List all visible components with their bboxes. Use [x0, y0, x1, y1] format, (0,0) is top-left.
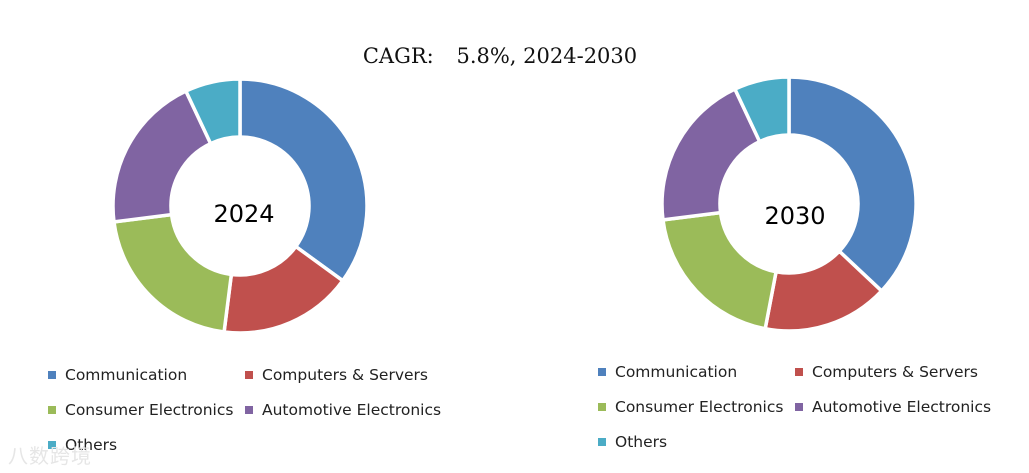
- legend-label: Communication: [65, 366, 188, 384]
- legend-swatch: [598, 438, 606, 446]
- legend-item-2030-automotive-electronics: Automotive Electronics: [795, 398, 991, 416]
- legend-label: Computers & Servers: [262, 366, 428, 384]
- legend-label: Automotive Electronics: [812, 398, 992, 416]
- legend-item-2024-others: Others: [48, 436, 117, 454]
- legend-swatch: [795, 403, 803, 411]
- donut-center-label-2024: 2024: [213, 200, 274, 228]
- legend-label: Consumer Electronics: [65, 401, 234, 419]
- watermark: 八数跨境: [8, 444, 92, 468]
- legend-swatch: [245, 406, 253, 414]
- legend-item-2024-consumer-electronics: Consumer Electronics: [48, 401, 233, 419]
- legend-label: Others: [615, 433, 668, 451]
- slice-2030-communication: [787, 75, 918, 294]
- donut-2024: 2024: [111, 77, 369, 335]
- legend-swatch: [598, 368, 606, 376]
- legend-item-2030-communication: Communication: [598, 363, 737, 381]
- legend-item-2030-consumer-electronics: Consumer Electronics: [598, 398, 783, 416]
- donut-charts: 2024 2030: [111, 75, 918, 335]
- slice-2024-consumer-electronics: [112, 212, 234, 334]
- legend-swatch: [245, 371, 253, 379]
- slice-2024-others: [183, 77, 242, 146]
- legend-label: Automotive Electronics: [262, 401, 442, 419]
- legend-swatch: [795, 368, 803, 376]
- donut-center-label-2030: 2030: [764, 202, 825, 230]
- legend-swatch: [598, 403, 606, 411]
- cagr-label: CAGR:: [362, 44, 434, 68]
- legend-item-2024-automotive-electronics: Automotive Electronics: [245, 401, 441, 419]
- slice-2024-communication: [238, 77, 369, 284]
- legend-item-2030-others: Others: [598, 433, 667, 451]
- legend-label: Consumer Electronics: [615, 398, 784, 416]
- legend-label: Communication: [615, 363, 738, 381]
- legend-swatch: [48, 371, 56, 379]
- cagr-title: CAGR: 5.8%, 2024-2030: [0, 44, 1000, 68]
- legend-item-2024-computers-and-servers: Computers & Servers: [245, 366, 428, 384]
- legend-item-2030-computers-and-servers: Computers & Servers: [795, 363, 978, 381]
- legend-item-2024-communication: Communication: [48, 366, 187, 384]
- cagr-value: 5.8%, 2024-2030: [456, 44, 638, 68]
- legend-swatch: [48, 406, 56, 414]
- legend-swatch: [48, 441, 56, 449]
- legend-label: Others: [65, 436, 118, 454]
- legend-label: Computers & Servers: [812, 363, 978, 381]
- slice-2030-consumer-electronics: [661, 210, 779, 331]
- donut-2030: 2030: [660, 75, 918, 333]
- slice-2030-others: [732, 75, 791, 144]
